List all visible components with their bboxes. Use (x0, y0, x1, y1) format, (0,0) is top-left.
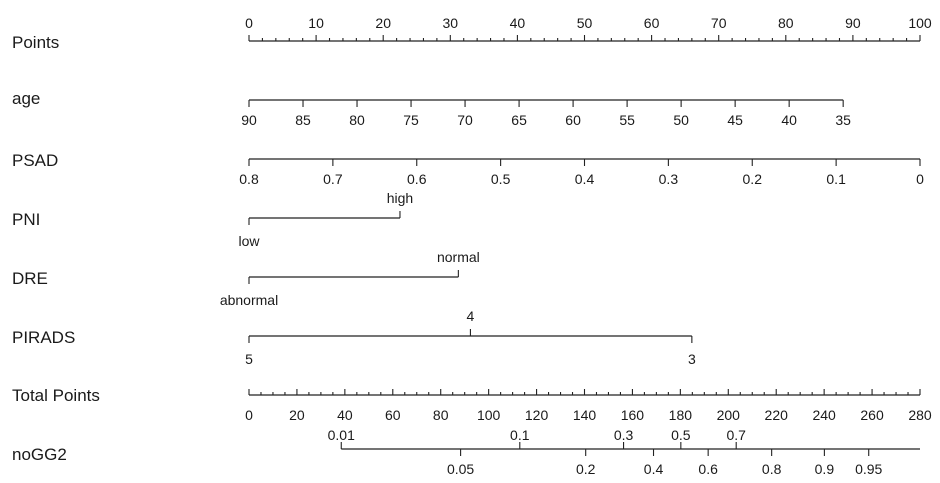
tick-label: 200 (717, 407, 741, 423)
tick-label: 0 (916, 171, 924, 187)
probability-label: 0.5 (671, 427, 691, 443)
tick-label: 0 (245, 407, 253, 423)
row-label: Points (12, 33, 59, 52)
probability-label: 0.05 (447, 461, 474, 477)
category-label: 4 (467, 308, 475, 324)
tick-label: 80 (433, 407, 449, 423)
tick-label: 60 (385, 407, 401, 423)
probability-label: 0.01 (328, 427, 355, 443)
tick-label: 20 (289, 407, 305, 423)
tick-label: 30 (443, 15, 459, 31)
tick-label: 100 (477, 407, 501, 423)
row-label: PNI (12, 210, 40, 229)
category-label: 3 (688, 351, 696, 367)
tick-label: 100 (908, 15, 932, 31)
probability-label: 0.7 (726, 427, 746, 443)
tick-label: 60 (565, 112, 581, 128)
tick-label: 0.8 (239, 171, 259, 187)
probability-label: 0.2 (576, 461, 596, 477)
row-label: Total Points (12, 386, 100, 405)
tick-label: 0.5 (491, 171, 511, 187)
probability-label: 0.95 (855, 461, 882, 477)
tick-label: 75 (403, 112, 419, 128)
tick-label: 20 (375, 15, 391, 31)
tick-label: 0 (245, 15, 253, 31)
tick-label: 90 (241, 112, 257, 128)
tick-label: 35 (835, 112, 851, 128)
row-label: PSAD (12, 151, 58, 170)
tick-label: 0.2 (743, 171, 763, 187)
tick-label: 0.3 (659, 171, 679, 187)
row-label: PIRADS (12, 328, 75, 347)
row-label: age (12, 89, 40, 108)
probability-label: 0.6 (698, 461, 718, 477)
tick-label: 160 (621, 407, 645, 423)
tick-label: 280 (908, 407, 932, 423)
tick-label: 120 (525, 407, 549, 423)
tick-label: 40 (510, 15, 526, 31)
row-label: DRE (12, 269, 48, 288)
tick-label: 50 (577, 15, 593, 31)
category-label: abnormal (220, 292, 278, 308)
tick-label: 0.7 (323, 171, 343, 187)
tick-label: 70 (457, 112, 473, 128)
tick-label: 0.6 (407, 171, 427, 187)
category-label: 5 (245, 351, 253, 367)
tick-label: 70 (711, 15, 727, 31)
tick-label: 65 (511, 112, 527, 128)
row-label: noGG2 (12, 445, 67, 464)
probability-label: 0.3 (614, 427, 634, 443)
category-label: high (387, 190, 413, 206)
tick-label: 40 (337, 407, 353, 423)
probability-label: 0.9 (815, 461, 835, 477)
tick-label: 60 (644, 15, 660, 31)
tick-label: 40 (781, 112, 797, 128)
tick-label: 180 (669, 407, 693, 423)
tick-label: 140 (573, 407, 597, 423)
tick-label: 85 (295, 112, 311, 128)
tick-label: 260 (860, 407, 884, 423)
category-label: normal (437, 249, 480, 265)
tick-label: 80 (778, 15, 794, 31)
tick-label: 80 (349, 112, 365, 128)
tick-label: 220 (765, 407, 789, 423)
tick-label: 0.4 (575, 171, 595, 187)
probability-label: 0.4 (644, 461, 664, 477)
tick-label: 90 (845, 15, 861, 31)
probability-label: 0.8 (762, 461, 782, 477)
tick-label: 55 (619, 112, 635, 128)
tick-label: 240 (812, 407, 836, 423)
tick-label: 50 (673, 112, 689, 128)
tick-label: 0.1 (826, 171, 846, 187)
tick-label: 10 (308, 15, 324, 31)
probability-label: 0.1 (510, 427, 530, 443)
tick-label: 45 (727, 112, 743, 128)
category-label: low (238, 233, 260, 249)
